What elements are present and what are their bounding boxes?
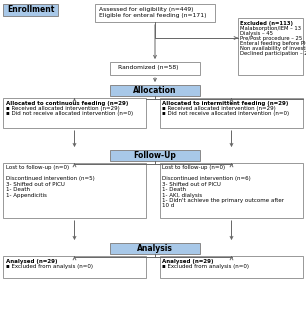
- Bar: [160, 256, 303, 278]
- Text: 3- Shifted out of PICU: 3- Shifted out of PICU: [162, 182, 221, 187]
- Text: ▪ Excluded from analysis (n=0): ▪ Excluded from analysis (n=0): [162, 264, 249, 269]
- Text: 1- AKI, dialysis: 1- AKI, dialysis: [162, 193, 203, 197]
- Text: Randomized (n=58): Randomized (n=58): [118, 65, 178, 70]
- Bar: [3, 256, 146, 278]
- Text: Allocated to intermittent feeding (n=29): Allocated to intermittent feeding (n=29): [162, 100, 289, 105]
- Text: Dialysis – 45: Dialysis – 45: [241, 31, 274, 36]
- Text: Excluded (n=113): Excluded (n=113): [241, 21, 293, 26]
- Text: Enrollment: Enrollment: [7, 6, 54, 14]
- Bar: [95, 4, 215, 22]
- Bar: [160, 98, 303, 128]
- Text: Analysed (n=29): Analysed (n=29): [6, 259, 57, 264]
- Text: ▪ Received allocated intervention (n=29): ▪ Received allocated intervention (n=29): [6, 106, 119, 111]
- Text: Non availability of investigator – 8: Non availability of investigator – 8: [241, 46, 306, 51]
- Bar: [238, 18, 303, 75]
- Text: Analysis: Analysis: [137, 244, 173, 253]
- Text: Pre/Post procedure – 25: Pre/Post procedure – 25: [241, 36, 303, 41]
- Text: ▪ Did not receive allocated intervention (n=0): ▪ Did not receive allocated intervention…: [162, 111, 289, 116]
- Text: Malabsorption/IEM – 13: Malabsorption/IEM – 13: [241, 26, 301, 31]
- Text: Discontinued intervention (n=5): Discontinued intervention (n=5): [6, 176, 94, 181]
- Text: Declined participation – 2: Declined participation – 2: [241, 51, 306, 56]
- Bar: [3, 163, 146, 218]
- Text: Enteral feeding before PICU – 20: Enteral feeding before PICU – 20: [241, 41, 306, 46]
- Text: 1- Appendicitis: 1- Appendicitis: [6, 193, 47, 197]
- Text: ▪ Received allocated intervention (n=29): ▪ Received allocated intervention (n=29): [162, 106, 276, 111]
- Text: 1- Death: 1- Death: [6, 187, 29, 192]
- Text: Allocation: Allocation: [133, 86, 177, 95]
- Text: Eligible for enteral feeding (n=171): Eligible for enteral feeding (n=171): [99, 13, 207, 18]
- Bar: [3, 98, 146, 128]
- Text: ▪ Excluded from analysis (n=0): ▪ Excluded from analysis (n=0): [6, 264, 92, 269]
- Bar: [3, 4, 58, 16]
- Text: 10 d: 10 d: [162, 203, 175, 208]
- Text: Follow-Up: Follow-Up: [133, 151, 177, 160]
- Text: 1- Didn't achieve the primary outcome after: 1- Didn't achieve the primary outcome af…: [162, 198, 285, 203]
- Text: Lost to follow-up (n=0): Lost to follow-up (n=0): [162, 165, 226, 170]
- Text: 3- Shifted out of PICU: 3- Shifted out of PICU: [6, 182, 64, 187]
- Bar: [110, 85, 200, 96]
- Bar: [160, 163, 303, 218]
- Bar: [110, 150, 200, 161]
- Text: Discontinued intervention (n=6): Discontinued intervention (n=6): [162, 176, 251, 181]
- Text: Analysed (n=29): Analysed (n=29): [162, 259, 214, 264]
- Bar: [110, 243, 200, 254]
- Text: 1- Death: 1- Death: [162, 187, 186, 192]
- Bar: [110, 62, 200, 75]
- Text: Lost to follow-up (n=0): Lost to follow-up (n=0): [6, 165, 69, 170]
- Text: Allocated to continuous feeding (n=29): Allocated to continuous feeding (n=29): [6, 100, 128, 105]
- Text: ▪ Did not receive allocated intervention (n=0): ▪ Did not receive allocated intervention…: [6, 111, 132, 116]
- Text: Assessed for eligibility (n=449): Assessed for eligibility (n=449): [99, 7, 193, 12]
